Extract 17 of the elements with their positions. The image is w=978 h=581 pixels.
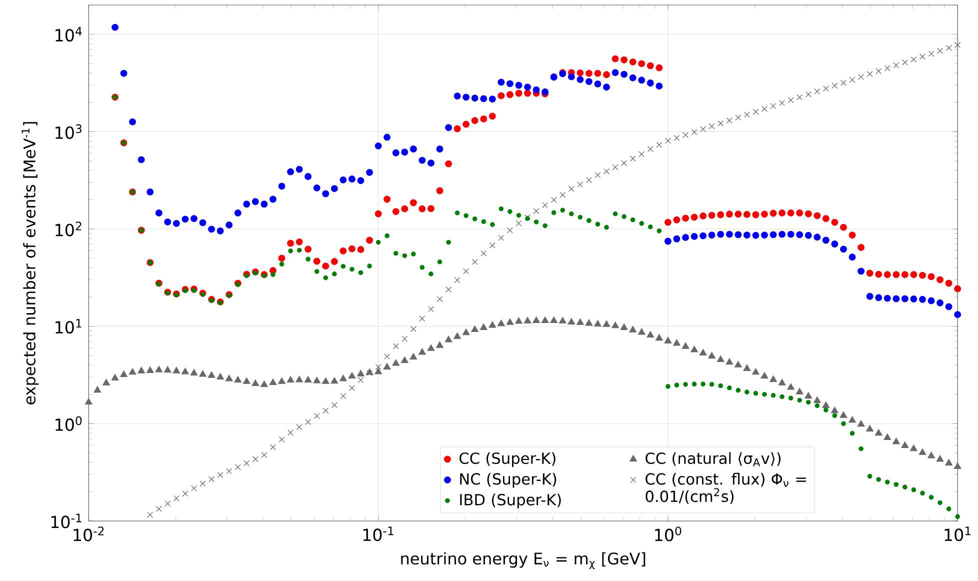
y-tick-label: 10$^{2}$ (56, 222, 82, 236)
x-tick-label: 10$^{-2}$ (74, 526, 104, 542)
x-axis-title: neutrino energy E$_{ν}$ = m$_{χ}$ [GeV] (401, 552, 646, 569)
x-tick-label: 10$^{-1}$ (363, 526, 394, 542)
x-tick-label: 10$^{0}$ (655, 526, 682, 542)
legend-label: IBD (Super-K) (460, 494, 561, 508)
legend-label: CC (Super-K) (460, 452, 556, 467)
y-tick-label: 10$^{0}$ (56, 416, 82, 431)
y-tick-label: 10$^{4}$ (56, 27, 82, 42)
y-axis-title: expected number of events [MeV$^{-1}$] (22, 122, 39, 404)
text: CC (const. flux) Φ$_{ν}$ = 0.01/(cm$^{2}$s) (646, 472, 806, 504)
legend-label: CC (natural ⟨σ$_{A}$v⟩) (646, 452, 781, 466)
y-tick-label: 10$^{3}$ (56, 124, 82, 139)
legend-label: NC (Super-K) (460, 472, 556, 488)
y-tick-label: 10$^{-1}$ (51, 514, 82, 528)
y-tick-label: 10$^{1}$ (56, 319, 82, 334)
x-tick-label: 10$^{1}$ (944, 526, 971, 542)
